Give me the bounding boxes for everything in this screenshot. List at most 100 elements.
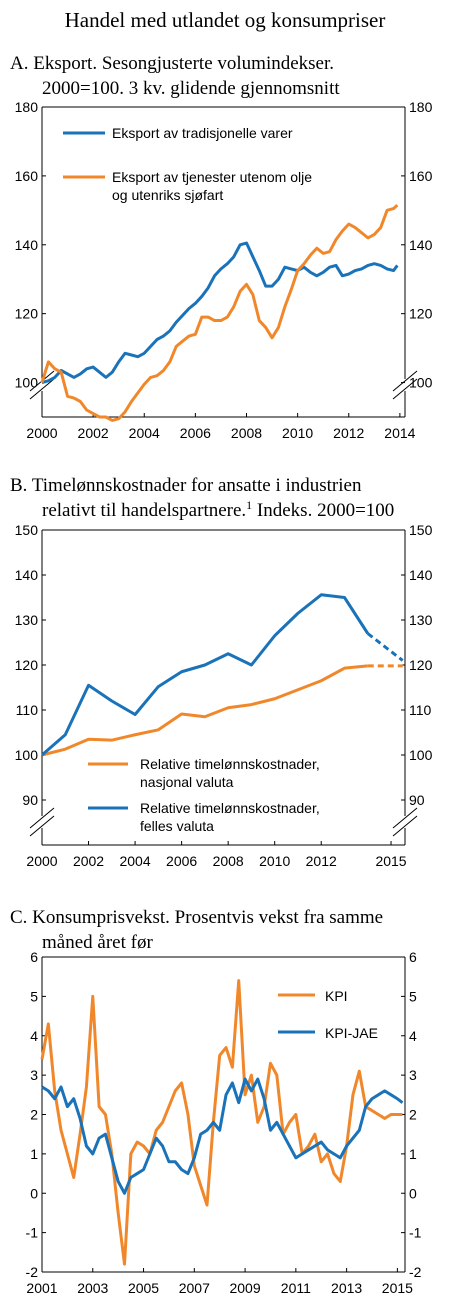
panel-c-y-tick-label: 6 (30, 949, 38, 965)
panel-a-series-1-line (41, 241, 399, 385)
panel-a-y-tick-label: 140 (15, 237, 39, 253)
panel-b-title-tail: Indeks. 2000=100 (252, 500, 394, 521)
panel-c-y-tick-label-right: 6 (409, 949, 417, 965)
panel-b-footnote-mark: 1 (246, 498, 252, 512)
panel-b-x-tick-label: 2012 (306, 853, 337, 869)
panel-a-y-tick-label: 120 (15, 306, 39, 322)
panel-b-axis-break-mark (392, 807, 418, 829)
panel-c-x-tick-label: 2001 (26, 1280, 57, 1296)
legend-label-kpi: KPI (325, 988, 348, 1004)
panel-b-y-tick-label: 140 (15, 567, 39, 583)
panel-c-y-tick-label-right: 2 (409, 1107, 417, 1123)
panel-a-x-tick-label: 2006 (180, 425, 211, 441)
panel-b-y-tick-label-right: 140 (409, 567, 433, 583)
panel-b-x-tick-label: 2008 (213, 853, 244, 869)
panel-a-y-tick-label: 180 (15, 99, 39, 115)
panel-a-x-tick-label: 2012 (333, 425, 364, 441)
panel-c-x-tick-label: 2011 (281, 1280, 311, 1296)
panel-c-x-tick-label: 2007 (179, 1280, 210, 1296)
legend-label-services-line-2: og utenriks sjøfart (112, 187, 223, 203)
panel-b-axis-break-mark (392, 815, 418, 837)
panel-a-y-tick-label-right: 160 (409, 168, 433, 184)
panel-c-x-tick-label: 2003 (77, 1280, 108, 1296)
panel-b: B. Timelønnskostnader for ansatte i indu… (10, 475, 433, 869)
panel-a-x-tick-label: 2000 (26, 425, 57, 441)
panel-c-title-line-2: måned året før (42, 932, 153, 953)
legend-label-kpi-jae: KPI-JAE (325, 1025, 378, 1041)
panel-b-plot: 90 90 100 100 110 110 120 120 130 130 140 140 150 150… (15, 522, 433, 869)
panel-a-axis-break-mark (29, 378, 55, 400)
legend-label-common-line-2: felles valuta (140, 818, 214, 834)
panel-b-y-tick-label: 100 (15, 747, 39, 763)
panel-a-axis-break-mark (392, 370, 418, 392)
panel-b-x-tick-label: 2004 (119, 853, 150, 869)
panel-c-y-tick-label: -2 (26, 1264, 39, 1280)
panel-a-y-tick-label-right: 140 (409, 237, 433, 253)
panel-c-y-tick-label: 1 (30, 1146, 38, 1162)
panel-c-legend: KPI KPI-JAE (278, 988, 378, 1041)
panel-a: A. Eksport. Sesongjusterte volumindekser… (10, 53, 433, 441)
panel-a-title-line-1: A. Eksport. Sesongjusterte volumindekser… (10, 53, 334, 74)
panel-b-y-tick-label: 110 (16, 702, 39, 718)
panel-c-x-tick-label: 2009 (229, 1280, 260, 1296)
panel-a-y-tick-label-right: 100 (409, 375, 433, 391)
panel-c-y-tick-label: -1 (26, 1225, 39, 1241)
legend-label-traditional-goods: Eksport av tradisjonelle varer (112, 125, 293, 141)
panel-b-y-tick-label-right: 150 (409, 522, 433, 538)
panel-a-x-tick-label: 2014 (384, 425, 415, 441)
panel-c-y-tick-label-right: 0 (409, 1185, 417, 1201)
panel-b-x-tick-label: 2000 (26, 853, 57, 869)
panel-c-plot: -2 -2 -1 -1 0 0 1 1 2 2 3 3 4 4 5 5 6 6 2001 2003 2005 2007 20… (26, 949, 422, 1296)
panel-b-x-tick-label: 2006 (166, 853, 197, 869)
panel-a-x-tick-label: 2010 (282, 425, 313, 441)
panel-a-plot: 100 100 120 120 140 140 160 160 180 180 2000 2002 20… (15, 99, 433, 441)
panel-b-legend: Relative timelønnskostnader, nasjonal va… (88, 756, 320, 834)
panel-b-title-line-1: B. Timelønnskostnader for ansatte i indu… (10, 475, 362, 496)
panel-a-x-tick-label: 2008 (231, 425, 262, 441)
panel-b-y-tick-label: 130 (15, 612, 39, 628)
figure-title: Handel med utlandet og konsumpriser (65, 8, 386, 32)
panel-c-y-tick-label-right: -2 (409, 1264, 422, 1280)
panel-c-series-2-line (41, 1077, 404, 1195)
panel-a-y-tick-label-right: 180 (409, 99, 433, 115)
panel-a-title-line-2: 2000=100. 3 kv. glidende gjennomsnitt (42, 78, 340, 99)
panel-b-y-tick-label-right: 130 (409, 612, 433, 628)
panel-b-axis-break-mark (29, 815, 55, 837)
panel-c-y-tick-label-right: -1 (409, 1225, 422, 1241)
legend-label-national-line-1: Relative timelønnskostnader, (140, 756, 320, 772)
panel-b-y-tick-label-right: 100 (409, 747, 433, 763)
panel-a-series-2-line (40, 204, 399, 422)
panel-a-y-tick-label-right: 120 (409, 306, 433, 322)
panel-b-series-1-line (41, 664, 368, 757)
legend-label-services-line-1: Eksport av tjenester utenom olje (112, 169, 312, 185)
panel-b-x-tick-label: 2010 (259, 853, 290, 869)
panel-c-y-tick-label: 2 (30, 1107, 38, 1123)
panel-c-y-tick-label-right: 3 (409, 1067, 417, 1083)
panel-b-title-line-2-text: relativt til handelspartnere. (42, 500, 246, 521)
panel-c-y-tick-label: 4 (30, 1028, 38, 1044)
panel-a-x-tick-label: 2004 (129, 425, 160, 441)
panel-b-y-tick-label: 90 (22, 792, 38, 808)
panel-c-x-tick-label: 2015 (382, 1280, 413, 1296)
panel-c-y-tick-label-right: 5 (409, 988, 417, 1004)
panel-a-y-tick-label: 160 (15, 168, 39, 184)
panel-b-series-2-forecast-line (366, 632, 404, 662)
panel-a-x-tick-label: 2002 (78, 425, 109, 441)
legend-label-common-line-1: Relative timelønnskostnader, (140, 800, 320, 816)
panel-b-series-2-line (41, 593, 370, 757)
panel-a-y-tick-label: 100 (15, 375, 39, 391)
panel-a-axis-break-mark (392, 378, 418, 400)
panel-c-x-tick-label: 2005 (128, 1280, 159, 1296)
panel-b-x-tick-label: 2002 (73, 853, 104, 869)
panel-c-x-tick-label: 2013 (331, 1280, 362, 1296)
panel-a-legend: Eksport av tradisjonelle varer Eksport a… (63, 125, 312, 203)
panel-b-y-tick-label-right: 120 (409, 657, 433, 673)
legend-label-national-line-2: nasjonal valuta (140, 774, 234, 790)
panel-b-y-tick-label-right: 110 (409, 702, 432, 718)
panel-c-y-tick-label-right: 4 (409, 1028, 417, 1044)
panel-c-y-tick-label: 5 (30, 988, 38, 1004)
panel-c-y-tick-label: 0 (30, 1185, 38, 1201)
panel-c-title-line-1: C. Konsumprisvekst. Prosentvis vekst fra… (10, 907, 383, 928)
panel-c-y-tick-label: 3 (30, 1067, 38, 1083)
